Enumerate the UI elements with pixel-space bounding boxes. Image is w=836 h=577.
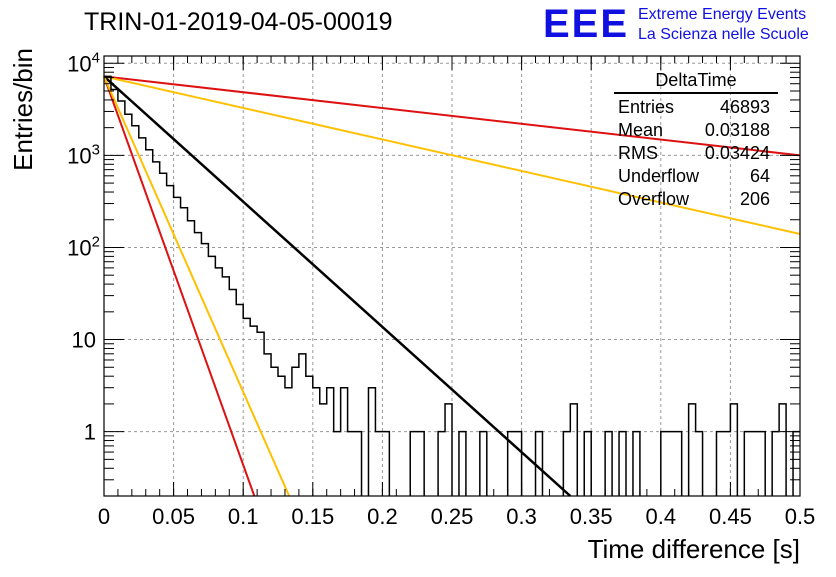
x-tick-label: 0.15	[291, 504, 334, 529]
y-tick-label: 1	[84, 420, 96, 445]
fit-line-3	[103, 76, 291, 497]
y-tick-label: 103	[67, 141, 100, 168]
stats-label: Underflow	[618, 166, 700, 186]
x-tick-label: 0.5	[785, 504, 816, 529]
x-tick-label: 0.1	[228, 504, 259, 529]
stats-value: 46893	[719, 97, 770, 117]
x-tick-label: 0.2	[367, 504, 398, 529]
stats-value: 0.03188	[704, 120, 770, 140]
x-tick-label: 0.4	[646, 504, 677, 529]
x-tick-label: 0.35	[570, 504, 613, 529]
stats-row-underflow: Underflow 64	[614, 165, 778, 188]
x-tick-label: 0.45	[709, 504, 752, 529]
stats-row-entries: Entries 46893	[614, 96, 778, 119]
plot-title: TRIN-01-2019-04-05-00019	[84, 8, 393, 36]
y-tick-label: 104	[67, 49, 100, 76]
tick-labels: 0 0.05 0.1 0.15 0.2 0.25 0.3 0.35 0.4 0.45 0.5 1 10 1…	[67, 49, 815, 529]
logo-line-1: Extreme Energy Events	[638, 6, 807, 23]
histogram-series	[104, 75, 800, 496]
fit-line-2	[103, 76, 256, 497]
stats-label: Mean	[618, 120, 664, 140]
y-tick-label: 102	[67, 233, 100, 260]
logo-line-2: La Scienza nelle Scuole	[638, 26, 809, 43]
stats-label: RMS	[618, 143, 658, 163]
stats-label: Entries	[618, 97, 675, 117]
logo-mark: EEE	[543, 2, 630, 46]
x-tick-label: 0.25	[431, 504, 474, 529]
fit-line-1	[103, 75, 572, 497]
stats-value: 0.03424	[704, 143, 770, 163]
y-axis-label: Entries/bin	[8, 48, 38, 171]
x-tick-label: 0.05	[152, 504, 195, 529]
stats-title: DeltaTime	[614, 70, 778, 94]
stats-box: DeltaTime Entries 46893 Mean 0.03188 RMS…	[614, 70, 778, 211]
fit-line-5	[103, 75, 801, 235]
stats-value: 206	[739, 189, 770, 209]
stats-row-overflow: Overflow 206	[614, 188, 778, 211]
x-tick-label: 0	[98, 504, 110, 529]
stats-label: Overflow	[618, 189, 690, 209]
series-layer	[103, 75, 801, 497]
stats-row-mean: Mean 0.03188	[614, 119, 778, 142]
fit-line-4	[103, 75, 801, 157]
y-tick-label: 10	[72, 328, 96, 353]
stats-value: 64	[749, 166, 770, 186]
x-tick-label: 0.3	[506, 504, 537, 529]
stats-row-rms: RMS 0.03424	[614, 142, 778, 165]
axes	[103, 55, 801, 497]
x-axis-label: Time difference [s]	[588, 534, 800, 564]
